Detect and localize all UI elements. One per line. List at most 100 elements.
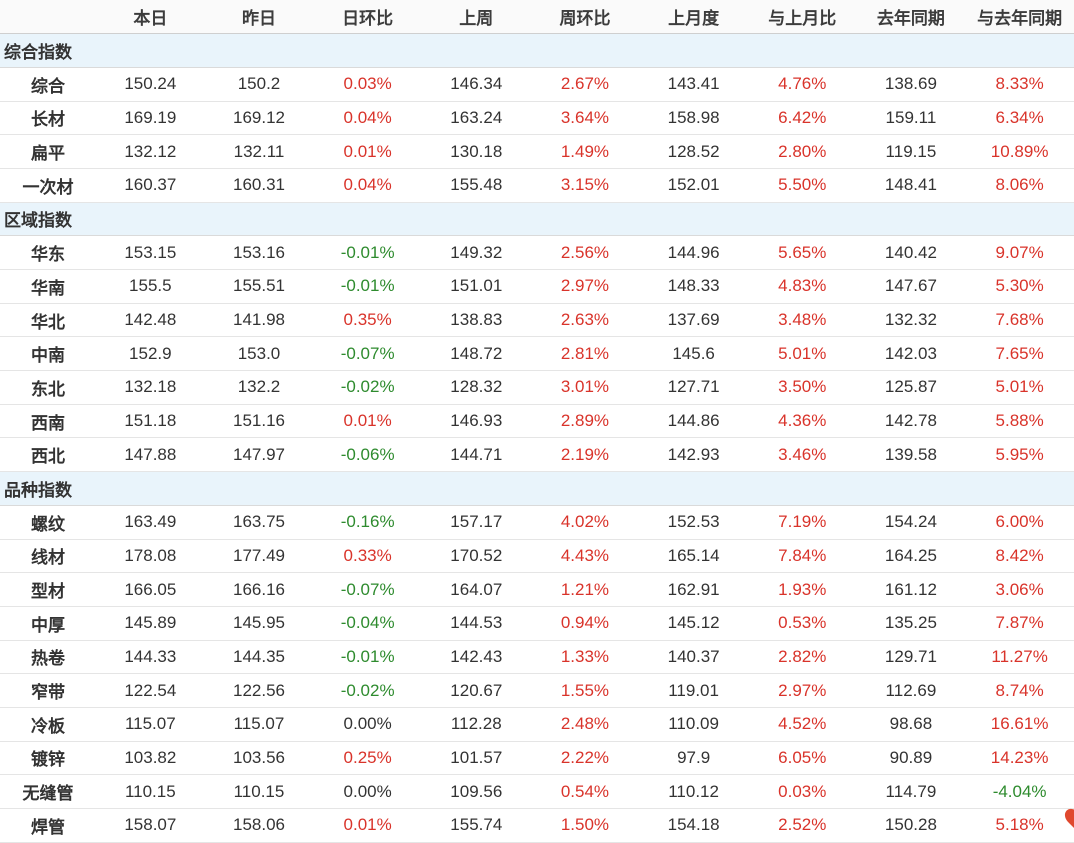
value-cell: 139.58 bbox=[856, 437, 966, 473]
percent-cell: 2.22% bbox=[530, 741, 640, 776]
value-cell: 112.69 bbox=[856, 673, 966, 708]
table-body: 综合指数 综合 150.24 150.2 0.03% 146.34 2.67% 143.41 4… bbox=[0, 33, 1074, 843]
value-cell: 122.56 bbox=[204, 673, 314, 708]
value-cell: 110.12 bbox=[639, 774, 748, 809]
value-cell: 150.2 bbox=[204, 67, 314, 102]
table-row: 华东 153.15 153.16 -0.01% 149.32 2.56% 144.96 5.6… bbox=[0, 235, 1074, 270]
value-cell: 109.56 bbox=[421, 774, 531, 809]
percent-cell: 2.89% bbox=[530, 404, 640, 439]
value-cell: 155.74 bbox=[421, 808, 531, 843]
percent-cell: 0.04% bbox=[313, 168, 422, 203]
value-cell: 112.28 bbox=[421, 707, 531, 742]
value-cell: 147.88 bbox=[96, 437, 205, 473]
row-label: 窄带 bbox=[0, 673, 96, 708]
value-cell: 103.82 bbox=[96, 741, 205, 776]
value-cell: 143.41 bbox=[639, 67, 748, 102]
percent-cell: -4.04% bbox=[965, 774, 1074, 809]
table-row: 华南 155.5 155.51 -0.01% 151.01 2.97% 148.33 4.83… bbox=[0, 269, 1074, 304]
value-cell: 101.57 bbox=[421, 741, 531, 776]
value-cell: 144.71 bbox=[421, 437, 531, 473]
value-cell: 142.48 bbox=[96, 303, 205, 338]
value-cell: 142.93 bbox=[639, 437, 748, 473]
value-cell: 152.53 bbox=[639, 505, 748, 540]
column-header: 与上月比 bbox=[747, 0, 857, 35]
value-cell: 145.6 bbox=[639, 336, 748, 372]
value-cell: 152.9 bbox=[96, 336, 205, 372]
value-cell: 120.67 bbox=[421, 673, 531, 708]
value-cell: 153.15 bbox=[96, 235, 205, 270]
value-cell: 151.16 bbox=[204, 404, 314, 439]
percent-cell: 0.03% bbox=[747, 774, 857, 809]
percent-cell: 1.21% bbox=[530, 572, 640, 607]
value-cell: 163.75 bbox=[204, 505, 314, 540]
percent-cell: 5.88% bbox=[965, 404, 1074, 439]
value-cell: 150.24 bbox=[96, 67, 205, 102]
table-row: 焊管 158.07 158.06 0.01% 155.74 1.50% 154.18 2.52… bbox=[0, 808, 1074, 843]
row-label: 扁平 bbox=[0, 134, 96, 169]
value-cell: 162.91 bbox=[639, 572, 748, 607]
value-cell: 163.49 bbox=[96, 505, 205, 540]
value-cell: 140.42 bbox=[856, 235, 966, 270]
value-cell: 153.16 bbox=[204, 235, 314, 270]
percent-cell: 8.74% bbox=[965, 673, 1074, 708]
table-row: 中南 152.9 153.0 -0.07% 148.72 2.81% 145.6 5.01% 1… bbox=[0, 336, 1074, 372]
value-cell: 164.25 bbox=[856, 539, 966, 574]
percent-cell: 2.97% bbox=[530, 269, 640, 304]
percent-cell: 7.65% bbox=[965, 336, 1074, 372]
value-cell: 138.83 bbox=[421, 303, 531, 338]
percent-cell: 0.94% bbox=[530, 606, 640, 641]
value-cell: 140.37 bbox=[639, 640, 748, 675]
percent-cell: -0.01% bbox=[313, 235, 422, 270]
percent-cell: 0.01% bbox=[313, 134, 422, 169]
value-cell: 146.34 bbox=[421, 67, 531, 102]
percent-cell: 8.06% bbox=[965, 168, 1074, 203]
row-label: 型材 bbox=[0, 572, 96, 607]
row-label: 无缝管 bbox=[0, 774, 96, 809]
percent-cell: 4.43% bbox=[530, 539, 640, 574]
value-cell: 160.31 bbox=[204, 168, 314, 203]
table-row: 镀锌 103.82 103.56 0.25% 101.57 2.22% 97.9 6.05% 9… bbox=[0, 741, 1074, 776]
row-label: 一次材 bbox=[0, 168, 96, 203]
value-cell: 110.15 bbox=[96, 774, 205, 809]
percent-cell: 7.84% bbox=[747, 539, 857, 574]
table-row: 线材 178.08 177.49 0.33% 170.52 4.43% 165.14 7.84… bbox=[0, 539, 1074, 574]
row-label: 热卷 bbox=[0, 640, 96, 675]
column-header: 昨日 bbox=[204, 0, 314, 35]
value-cell: 146.93 bbox=[421, 404, 531, 439]
value-cell: 145.95 bbox=[204, 606, 314, 641]
row-label: 华东 bbox=[0, 235, 96, 270]
percent-cell: 4.83% bbox=[747, 269, 857, 304]
row-label: 焊管 bbox=[0, 808, 96, 843]
value-cell: 127.71 bbox=[639, 370, 748, 405]
percent-cell: 0.25% bbox=[313, 741, 422, 776]
percent-cell: 5.01% bbox=[965, 370, 1074, 405]
percent-cell: 8.42% bbox=[965, 539, 1074, 574]
value-cell: 128.32 bbox=[421, 370, 531, 405]
section-title: 区域指数 bbox=[0, 202, 1074, 237]
percent-cell: 4.76% bbox=[747, 67, 857, 102]
corner-cell bbox=[0, 0, 96, 35]
percent-cell: -0.02% bbox=[313, 370, 422, 405]
row-label: 中南 bbox=[0, 336, 96, 372]
column-header: 本日 bbox=[96, 0, 205, 35]
column-header: 上周 bbox=[421, 0, 531, 35]
percent-cell: 1.33% bbox=[530, 640, 640, 675]
table-row: 无缝管 110.15 110.15 0.00% 109.56 0.54% 110.12 0.0… bbox=[0, 774, 1074, 809]
table-row: 一次材 160.37 160.31 0.04% 155.48 3.15% 152.01 5.5… bbox=[0, 168, 1074, 203]
header-row: 本日 昨日 日环比 上周 周环比 上月度 与上月比 去年同期 与去年同期 bbox=[0, 0, 1074, 35]
percent-cell: 0.33% bbox=[313, 539, 422, 574]
value-cell: 158.07 bbox=[96, 808, 205, 843]
table-row: 扁平 132.12 132.11 0.01% 130.18 1.49% 128.52 2.80… bbox=[0, 134, 1074, 169]
value-cell: 141.98 bbox=[204, 303, 314, 338]
value-cell: 138.69 bbox=[856, 67, 966, 102]
value-cell: 132.2 bbox=[204, 370, 314, 405]
column-header: 上月度 bbox=[639, 0, 748, 35]
row-label: 中厚 bbox=[0, 606, 96, 641]
value-cell: 155.51 bbox=[204, 269, 314, 304]
percent-cell: 6.05% bbox=[747, 741, 857, 776]
value-cell: 97.9 bbox=[639, 741, 748, 776]
value-cell: 98.68 bbox=[856, 707, 966, 742]
value-cell: 152.01 bbox=[639, 168, 748, 203]
table-row: 长材 169.19 169.12 0.04% 163.24 3.64% 158.98 6.42… bbox=[0, 101, 1074, 136]
value-cell: 147.97 bbox=[204, 437, 314, 473]
